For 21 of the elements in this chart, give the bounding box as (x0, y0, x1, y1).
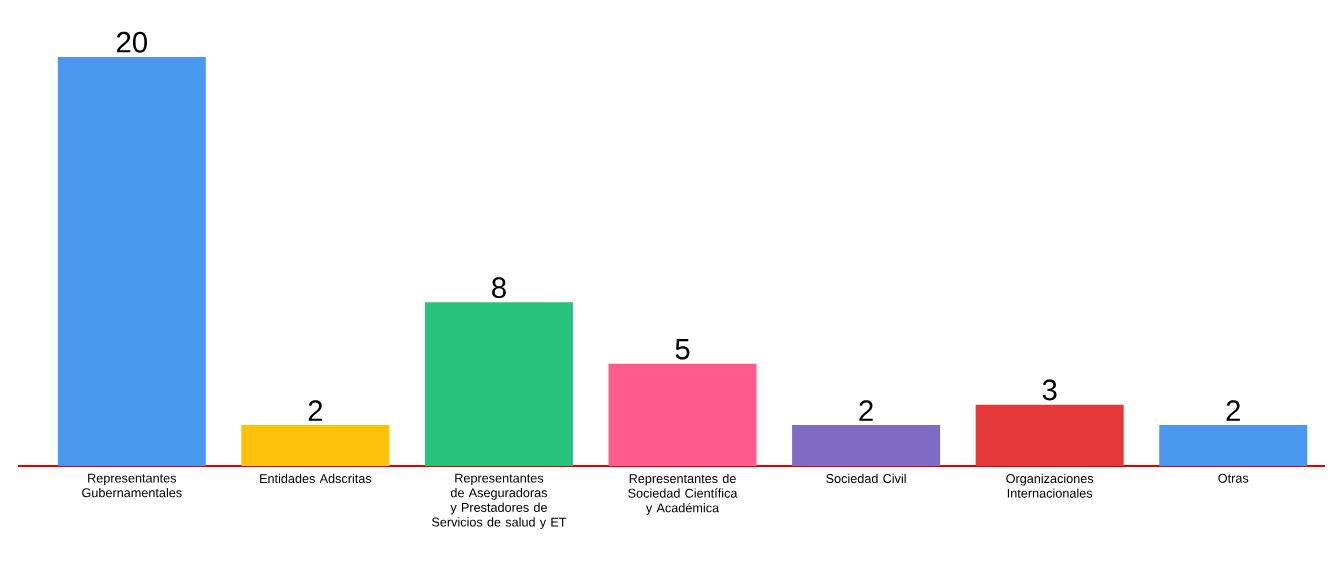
bar (792, 425, 941, 466)
x-tick-label: Otras (1218, 473, 1249, 483)
data-label: 2 (859, 400, 873, 421)
bar (424, 302, 573, 466)
x-tick-label: Sociedad Civil (826, 473, 906, 484)
data-label: 2 (1226, 400, 1240, 421)
bar (1159, 425, 1308, 466)
bar (608, 363, 757, 466)
bar (975, 404, 1124, 466)
data-label: 8 (492, 277, 506, 299)
bar (241, 425, 390, 466)
x-tick-label: Organizaciones Internacionales (1006, 473, 1094, 498)
x-tick-label: Representantes de Sociedad Científica y Académica (628, 473, 738, 515)
data-label: 20 (116, 31, 147, 53)
data-label: 3 (1042, 379, 1057, 401)
bar (57, 56, 206, 466)
x-tick-label: Entidades Adscritas (260, 473, 372, 484)
data-label: 5 (675, 339, 690, 360)
x-tick-label: Representantes Gubernamentales (82, 473, 182, 498)
x-tick-label: Representantes de Aseguradoras y Prestadores de Servicios de salud y ET (431, 473, 567, 530)
data-label: 2 (308, 400, 323, 421)
